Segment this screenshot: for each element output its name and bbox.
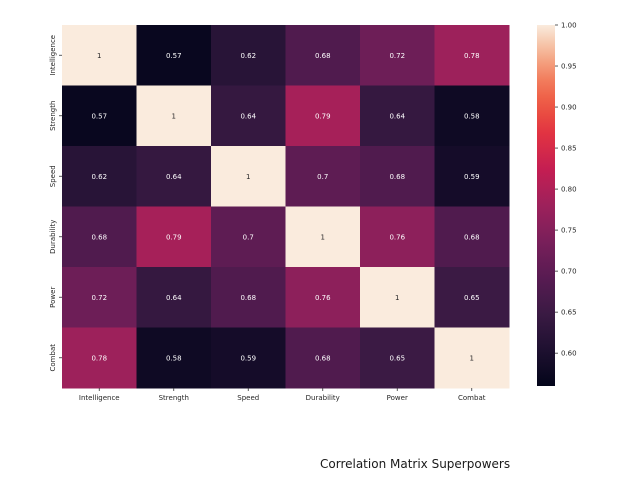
colorbar-tick-label: 0.80 <box>561 186 577 194</box>
y-tick-label: Strength <box>49 101 57 131</box>
figure-caption: Correlation Matrix Superpowers <box>320 457 511 471</box>
cell-annotation: 0.72 <box>389 52 405 60</box>
cell-annotation: 0.64 <box>166 173 182 181</box>
heatmap-cell <box>62 267 137 328</box>
cell-annotation: 0.7 <box>243 233 254 241</box>
cell-annotation: 0.62 <box>240 52 256 60</box>
heatmap-cell <box>285 267 361 328</box>
heatmap-cell <box>211 327 286 389</box>
heatmap-cell <box>136 85 212 147</box>
heatmap-cell <box>136 267 212 328</box>
heatmap-cell <box>211 267 286 328</box>
colorbar-tick-label: 0.90 <box>561 104 577 112</box>
heatmap-cell <box>62 146 137 207</box>
cell-annotation: 0.68 <box>91 233 107 241</box>
cell-annotation: 1 <box>321 233 325 241</box>
cell-annotation: 0.64 <box>166 294 182 302</box>
cell-annotation: 0.68 <box>389 173 405 181</box>
cell-annotation: 0.62 <box>91 173 107 181</box>
cell-annotation: 0.7 <box>317 173 328 181</box>
heatmap-cell <box>285 146 361 207</box>
heatmap-cell <box>136 327 212 389</box>
cell-annotation: 0.65 <box>389 354 405 362</box>
colorbar-tick-label: 0.75 <box>561 227 577 235</box>
heatmap-cell <box>434 327 510 389</box>
cell-annotation: 0.58 <box>166 354 182 362</box>
x-tick-label: Durability <box>306 394 340 402</box>
cell-annotation: 1 <box>470 354 474 362</box>
colorbar-tick-label: 1.00 <box>561 22 577 30</box>
heatmap-cell <box>136 206 212 268</box>
heatmap-cell <box>285 85 361 147</box>
colorbar <box>537 25 555 386</box>
heatmap-cell <box>62 327 137 389</box>
heatmap-cell <box>285 206 361 268</box>
x-tick-label: Combat <box>458 394 486 402</box>
cell-annotation: 0.65 <box>464 294 480 302</box>
heatmap-cell <box>360 327 435 389</box>
heatmap-cell <box>62 85 137 147</box>
heatmap-cell <box>360 25 435 86</box>
cell-annotation: 0.68 <box>315 52 331 60</box>
heatmap-cell <box>434 85 510 147</box>
y-tick-label: Durability <box>49 220 57 254</box>
y-tick-label: Speed <box>49 165 57 187</box>
heatmap-cell <box>434 267 510 328</box>
heatmap-cell <box>434 146 510 207</box>
heatmap-cell <box>360 85 435 147</box>
heatmap-cell <box>62 206 137 268</box>
cell-annotation: 0.68 <box>464 233 480 241</box>
cell-annotation: 0.78 <box>91 354 107 362</box>
heatmap-cell <box>434 206 510 268</box>
cell-annotation: 0.57 <box>91 112 107 120</box>
y-tick-label: Power <box>49 287 57 308</box>
cell-annotation: 0.57 <box>166 52 182 60</box>
colorbar-tick-label: 0.60 <box>561 350 577 358</box>
cell-annotation: 0.79 <box>315 112 331 120</box>
x-tick-label: Power <box>387 394 408 402</box>
cell-annotation: 1 <box>172 112 176 120</box>
heatmap-cell <box>136 146 212 207</box>
cell-annotation: 0.79 <box>166 233 182 241</box>
x-tick-label: Speed <box>237 394 259 402</box>
heatmap-cell <box>211 206 286 268</box>
heatmap-cell <box>360 267 435 328</box>
cell-annotation: 0.72 <box>91 294 107 302</box>
cell-annotation: 0.68 <box>315 354 331 362</box>
heatmap-cell <box>211 25 286 86</box>
y-tick-label: Intelligence <box>49 35 57 76</box>
cell-annotation: 1 <box>97 52 101 60</box>
heatmap-cell <box>285 25 361 86</box>
colorbar-tick-label: 0.95 <box>561 63 577 71</box>
cell-annotation: 1 <box>246 173 250 181</box>
cell-annotation: 1 <box>395 294 399 302</box>
colorbar-tick-label: 0.65 <box>561 309 577 317</box>
heatmap-cell <box>62 25 137 86</box>
x-tick-label: Strength <box>159 394 189 402</box>
heatmap-cell <box>136 25 212 86</box>
heatmap-cell <box>211 85 286 147</box>
heatmap-cell <box>434 25 510 86</box>
cell-annotation: 0.64 <box>240 112 256 120</box>
cell-annotation: 0.76 <box>389 233 405 241</box>
x-tick-label: Intelligence <box>79 394 120 402</box>
cell-annotation: 0.64 <box>389 112 405 120</box>
cell-annotation: 0.58 <box>464 112 480 120</box>
cell-annotation: 0.68 <box>240 294 256 302</box>
heatmap-svg: 1 0.57 0.62 0.68 0.72 0.78 0.57 1 0.64 0.79 0.64 0.… <box>49 22 577 403</box>
y-tick-label: Combat <box>49 344 57 372</box>
heatmap-cell <box>360 146 435 207</box>
colorbar-tick-label: 0.85 <box>561 145 577 153</box>
cell-annotation: 0.59 <box>240 354 256 362</box>
heatmap-cell <box>285 327 361 389</box>
colorbar-tick-label: 0.70 <box>561 268 577 276</box>
cell-annotation: 0.78 <box>464 52 480 60</box>
cell-annotation: 0.76 <box>315 294 331 302</box>
cell-annotation: 0.59 <box>464 173 480 181</box>
heatmap-cell <box>211 146 286 207</box>
heatmap-cell <box>360 206 435 268</box>
